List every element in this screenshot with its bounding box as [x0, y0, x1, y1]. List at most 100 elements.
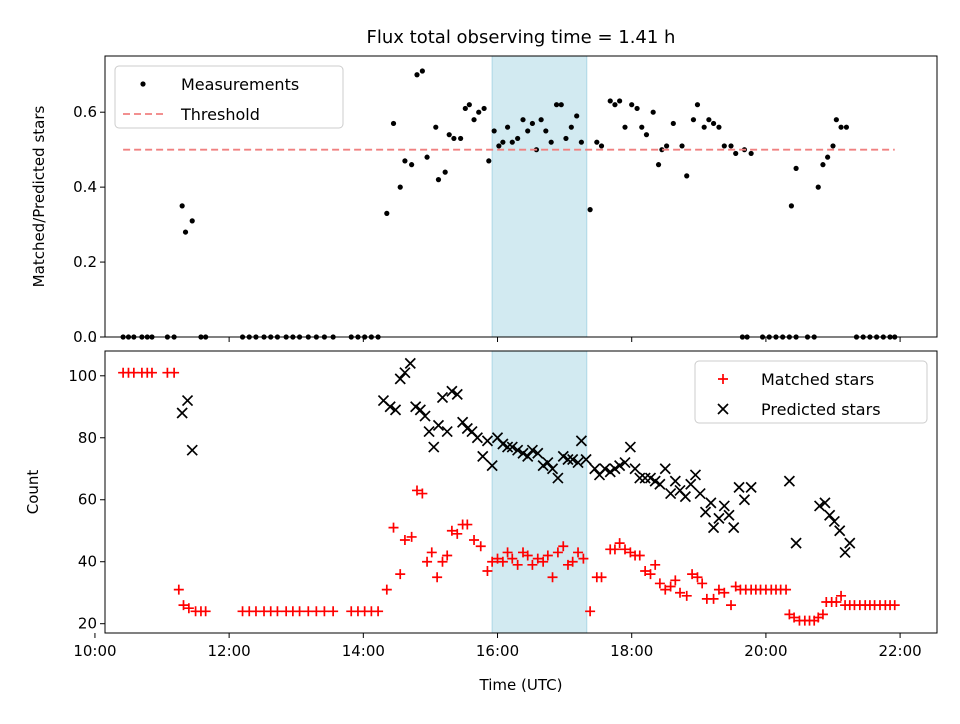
- data-point: [695, 102, 700, 107]
- data-point: [187, 445, 197, 455]
- data-point: [615, 461, 625, 471]
- data-point: [651, 110, 656, 115]
- data-point: [420, 411, 430, 421]
- data-point: [820, 498, 830, 508]
- data-point: [684, 173, 689, 178]
- data-point: [724, 510, 734, 520]
- data-point: [789, 203, 794, 208]
- data-point: [615, 538, 625, 548]
- data-point: [437, 392, 447, 402]
- data-point: [422, 557, 432, 567]
- data-point: [405, 358, 415, 368]
- data-point: [395, 374, 405, 384]
- data-point: [791, 538, 801, 548]
- x-tick-label: 22:00: [878, 642, 921, 660]
- legend-label: Predicted stars: [761, 400, 881, 419]
- data-point: [442, 427, 452, 437]
- data-point: [272, 606, 282, 616]
- data-point: [728, 143, 733, 148]
- data-point: [452, 389, 462, 399]
- data-point: [825, 510, 835, 520]
- data-point: [462, 520, 472, 530]
- data-point: [180, 203, 185, 208]
- x-tick-label: 10:00: [73, 642, 116, 660]
- y-tick-label: 80: [78, 429, 97, 447]
- legend: MeasurementsThreshold: [115, 66, 343, 128]
- data-point: [588, 207, 593, 212]
- data-point: [433, 125, 438, 130]
- data-point: [733, 151, 738, 156]
- data-point: [174, 585, 184, 595]
- chart-figure: 0.0 0.2 0.4 0.6 Matched/Predicted stars Flux …: [0, 0, 960, 720]
- x-tick-label: 18:00: [610, 642, 653, 660]
- data-point: [594, 140, 599, 145]
- legend-marker: [140, 81, 145, 86]
- data-point: [781, 585, 791, 595]
- data-point: [640, 473, 650, 483]
- data-point: [890, 600, 900, 610]
- data-point: [433, 420, 443, 430]
- data-point: [702, 125, 707, 130]
- data-point: [183, 396, 193, 406]
- data-point: [726, 600, 736, 610]
- data-point: [838, 125, 843, 130]
- data-point: [834, 117, 839, 122]
- legend: Matched starsPredicted stars: [695, 361, 927, 423]
- data-point: [424, 427, 434, 437]
- data-point: [793, 166, 798, 171]
- data-point: [481, 106, 486, 111]
- data-point: [816, 185, 821, 190]
- data-point: [319, 606, 329, 616]
- data-point: [656, 162, 661, 167]
- data-point: [639, 125, 644, 130]
- data-point: [709, 523, 719, 533]
- data-point: [482, 436, 492, 446]
- data-point: [432, 572, 442, 582]
- data-point: [424, 155, 429, 160]
- data-point: [414, 72, 419, 77]
- y-tick-label: 40: [78, 553, 97, 571]
- data-point: [820, 162, 825, 167]
- legend-label: Measurements: [181, 75, 299, 94]
- data-point: [328, 606, 338, 616]
- data-point: [295, 606, 305, 616]
- data-point: [427, 547, 437, 557]
- data-point: [458, 136, 463, 141]
- data-point: [625, 442, 635, 452]
- data-point: [520, 117, 525, 122]
- data-point: [629, 102, 634, 107]
- data-point: [610, 544, 620, 554]
- data-point: [706, 117, 711, 122]
- data-point: [543, 128, 548, 133]
- data-point: [437, 557, 447, 567]
- data-point: [442, 551, 452, 561]
- data-point: [840, 547, 850, 557]
- data-point: [415, 405, 425, 415]
- data-point: [420, 68, 425, 73]
- data-point: [635, 473, 645, 483]
- data-point: [597, 572, 607, 582]
- data-point: [539, 117, 544, 122]
- data-point: [835, 526, 845, 536]
- data-point: [831, 597, 841, 607]
- data-point: [482, 566, 492, 576]
- highlight-span: [492, 56, 587, 337]
- data-point: [836, 591, 846, 601]
- y-tick-label: 0.2: [73, 253, 97, 271]
- data-point: [373, 606, 383, 616]
- data-point: [709, 594, 719, 604]
- data-point: [622, 125, 627, 130]
- data-point: [510, 140, 515, 145]
- data-point: [469, 535, 479, 545]
- data-point: [695, 489, 705, 499]
- data-point: [655, 578, 665, 588]
- data-point: [579, 140, 584, 145]
- data-point: [476, 110, 481, 115]
- data-point: [183, 229, 188, 234]
- data-point: [201, 606, 211, 616]
- data-point: [402, 158, 407, 163]
- data-point: [409, 162, 414, 167]
- data-point: [486, 158, 491, 163]
- data-point: [447, 386, 457, 396]
- data-point: [734, 482, 744, 492]
